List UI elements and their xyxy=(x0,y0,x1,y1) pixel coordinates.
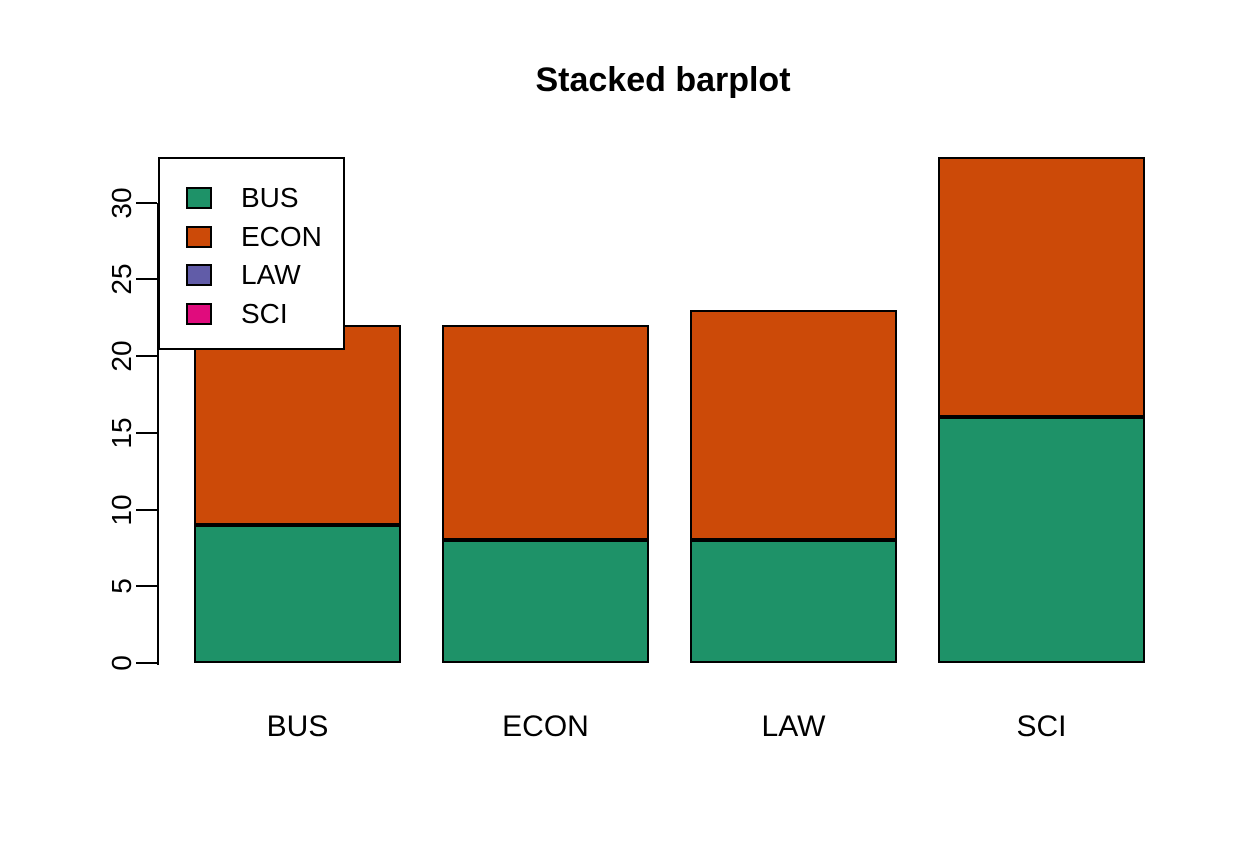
y-tick-label: 0 xyxy=(106,655,137,671)
bar-segment-bus-econ xyxy=(194,325,401,525)
y-tick-mark xyxy=(136,508,157,511)
bar-segment-bus-bus xyxy=(194,524,401,663)
legend-item-law: LAW xyxy=(160,256,343,295)
y-tick-mark xyxy=(136,201,157,204)
legend-label-sci: SCI xyxy=(241,297,288,329)
y-tick-label: 5 xyxy=(106,578,137,595)
y-tick-label: 15 xyxy=(106,417,137,449)
legend-item-sci: SCI xyxy=(160,295,343,334)
y-tick-label: 10 xyxy=(106,493,137,526)
legend-label-law: LAW xyxy=(241,259,301,291)
x-axis-label-econ: ECON xyxy=(502,710,589,743)
chart-title: Stacked barplot xyxy=(535,61,791,99)
legend-item-bus: BUS xyxy=(160,179,343,218)
y-tick-label: 25 xyxy=(106,263,137,295)
x-axis-label-sci: SCI xyxy=(1016,710,1067,743)
bar-segment-law-bus xyxy=(690,540,897,663)
y-tick-mark xyxy=(136,355,157,358)
bar-segment-econ-econ xyxy=(442,325,649,541)
y-tick-mark xyxy=(136,585,157,588)
y-tick-mark xyxy=(136,278,157,281)
legend-swatch-sci xyxy=(186,302,212,325)
legend-swatch-bus xyxy=(186,187,212,210)
bar-segment-sci-econ xyxy=(938,156,1145,418)
bar-segment-sci-bus xyxy=(938,417,1145,663)
x-axis-label-bus: BUS xyxy=(266,710,329,743)
bar-segment-econ-bus xyxy=(442,540,649,663)
legend-label-econ: ECON xyxy=(241,220,322,252)
legend-label-bus: BUS xyxy=(241,182,299,214)
y-tick-mark xyxy=(136,431,157,434)
bar-segment-law-econ xyxy=(690,310,897,541)
legend-swatch-law xyxy=(186,264,212,287)
legend: BUS ECON LAW SCI xyxy=(158,157,345,350)
x-axis-label-law: LAW xyxy=(761,710,826,743)
y-axis-line xyxy=(157,202,159,665)
y-tick-label: 20 xyxy=(106,340,137,372)
y-tick-mark xyxy=(136,662,157,664)
legend-item-econ: ECON xyxy=(160,218,343,257)
legend-swatch-econ xyxy=(186,225,212,248)
y-tick-label: 30 xyxy=(106,187,137,219)
